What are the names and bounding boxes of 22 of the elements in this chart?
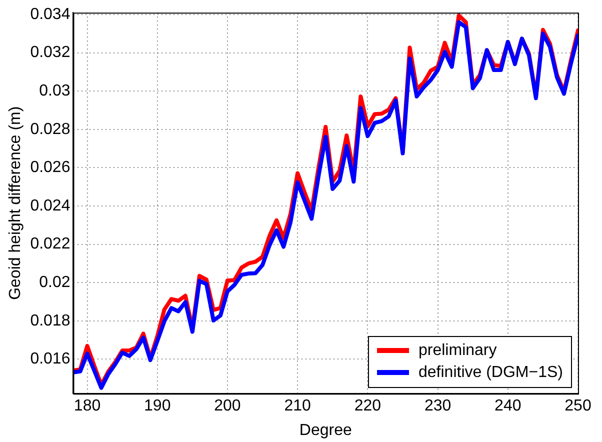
y-axis-title: Geoid height difference (m) xyxy=(7,106,24,300)
x-tick-label: 220 xyxy=(354,398,382,415)
y-tick-label: 0.024 xyxy=(30,197,70,214)
y-tick-label: 0.02 xyxy=(39,274,70,291)
y-tick-label: 0.028 xyxy=(30,120,70,138)
y-tick-label: 0.018 xyxy=(30,312,70,330)
x-tick-label: 230 xyxy=(424,398,452,415)
legend-label: definitive (DGM−1S) xyxy=(418,364,563,382)
y-tick-label: 0.026 xyxy=(30,159,70,176)
y-tick-label: 0.016 xyxy=(30,350,70,368)
x-tick-label: 240 xyxy=(494,398,522,415)
legend-label: preliminary xyxy=(418,342,497,360)
x-axis-title: Degree xyxy=(299,422,352,439)
x-tick-label: 190 xyxy=(144,398,171,415)
x-tick-label: 250 xyxy=(564,398,592,415)
y-tick-label: 0.032 xyxy=(30,44,70,62)
x-tick-label: 180 xyxy=(74,398,101,415)
y-tick-label: 0.03 xyxy=(39,82,70,100)
x-tick-label: 200 xyxy=(214,398,241,415)
y-tick-label: 0.034 xyxy=(30,6,70,23)
y-tick-label: 0.022 xyxy=(30,236,70,253)
x-tick-label: 210 xyxy=(284,398,312,415)
